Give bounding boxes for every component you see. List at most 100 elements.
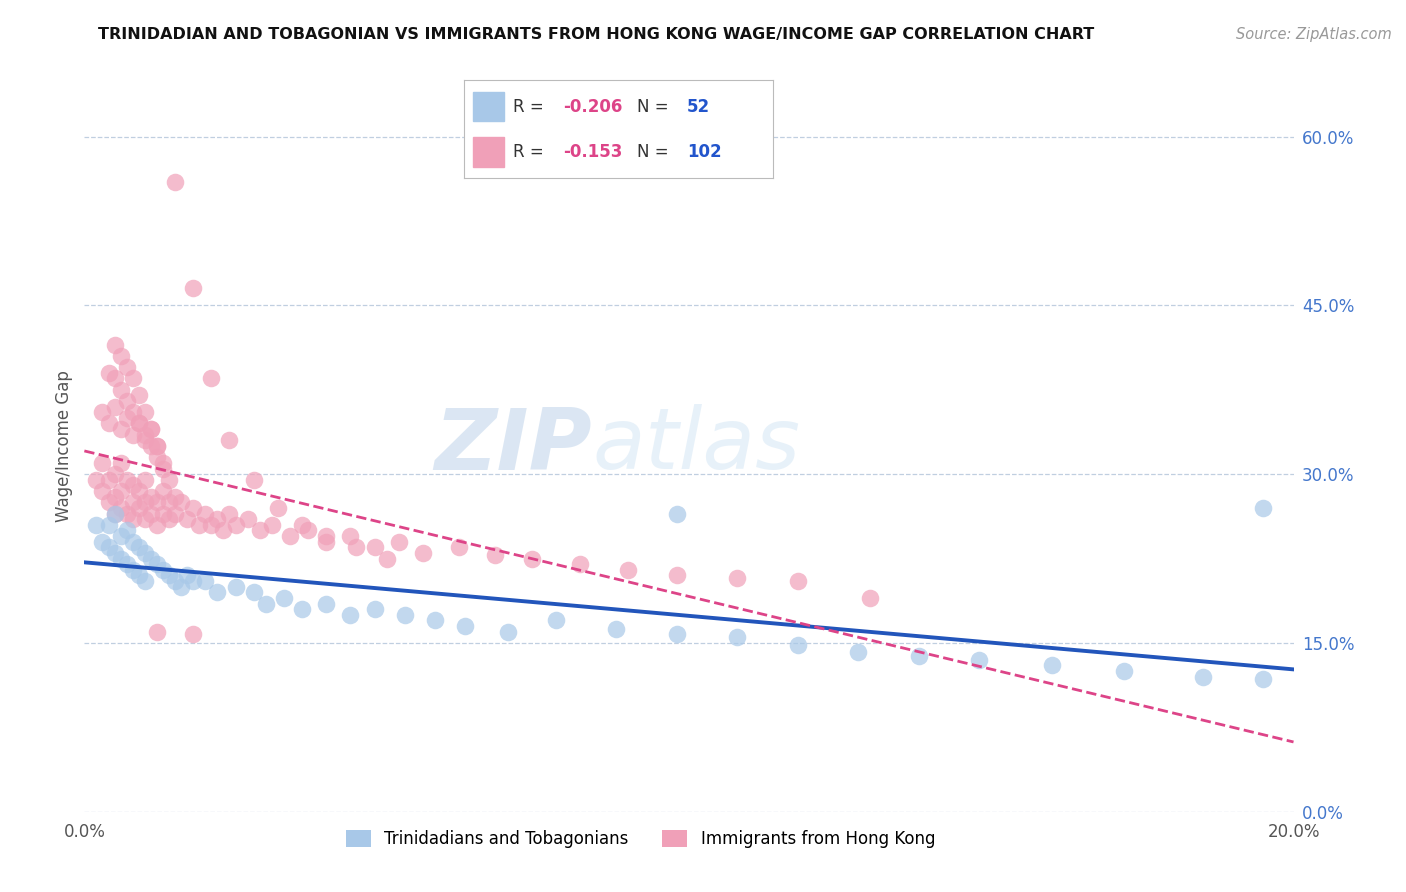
Point bbox=[121, 405, 143, 419]
Point bbox=[121, 512, 143, 526]
Point bbox=[339, 607, 361, 622]
Point bbox=[181, 627, 204, 641]
Point bbox=[249, 524, 271, 538]
Point bbox=[110, 551, 132, 566]
Point bbox=[91, 456, 114, 470]
Point bbox=[176, 568, 198, 582]
Point bbox=[139, 507, 162, 521]
Text: R =: R = bbox=[513, 143, 550, 161]
Point bbox=[134, 512, 156, 526]
Point bbox=[104, 546, 127, 560]
Point bbox=[188, 517, 211, 532]
Point bbox=[725, 630, 748, 644]
Point bbox=[315, 597, 337, 611]
Point bbox=[110, 483, 132, 498]
Point bbox=[134, 405, 156, 419]
Point bbox=[139, 422, 162, 436]
Point bbox=[665, 507, 688, 521]
Point bbox=[128, 388, 150, 402]
Point bbox=[104, 371, 127, 385]
Point bbox=[297, 524, 319, 538]
Point bbox=[110, 456, 132, 470]
Point bbox=[97, 541, 120, 555]
Point bbox=[1253, 500, 1275, 515]
Point bbox=[128, 417, 150, 431]
Point bbox=[176, 512, 198, 526]
Point bbox=[146, 439, 169, 453]
Point bbox=[128, 500, 150, 515]
Point bbox=[121, 478, 143, 492]
Point bbox=[152, 456, 174, 470]
Point bbox=[86, 473, 108, 487]
Point bbox=[218, 434, 240, 448]
Point bbox=[91, 405, 114, 419]
Text: N =: N = bbox=[637, 98, 673, 116]
Point bbox=[212, 524, 235, 538]
Legend: Trinidadians and Tobagonians, Immigrants from Hong Kong: Trinidadians and Tobagonians, Immigrants… bbox=[339, 823, 942, 855]
Point bbox=[273, 591, 295, 605]
Point bbox=[520, 551, 543, 566]
Point bbox=[134, 574, 156, 588]
Point bbox=[200, 517, 222, 532]
Point bbox=[104, 507, 127, 521]
Point bbox=[97, 495, 120, 509]
Point bbox=[363, 541, 385, 555]
Point bbox=[115, 410, 138, 425]
Point bbox=[110, 422, 132, 436]
Point bbox=[496, 624, 519, 639]
Point bbox=[1253, 672, 1275, 686]
Point bbox=[967, 653, 990, 667]
Point bbox=[569, 557, 592, 571]
Point bbox=[110, 500, 132, 515]
Point bbox=[139, 490, 162, 504]
Point bbox=[786, 574, 808, 588]
Point bbox=[128, 541, 150, 555]
Point bbox=[412, 546, 434, 560]
Point bbox=[194, 507, 217, 521]
Point bbox=[104, 400, 127, 414]
Point bbox=[121, 371, 143, 385]
Point bbox=[139, 422, 162, 436]
Point bbox=[375, 551, 398, 566]
Point bbox=[260, 517, 283, 532]
Point bbox=[134, 546, 156, 560]
Point bbox=[617, 563, 640, 577]
Point bbox=[134, 495, 156, 509]
Point bbox=[128, 568, 150, 582]
Point bbox=[157, 512, 180, 526]
Text: -0.206: -0.206 bbox=[562, 98, 623, 116]
Point bbox=[786, 638, 808, 652]
Text: N =: N = bbox=[637, 143, 673, 161]
Point bbox=[207, 585, 229, 599]
Point bbox=[115, 507, 138, 521]
Point bbox=[152, 483, 174, 498]
Point bbox=[544, 614, 567, 628]
Point bbox=[104, 490, 127, 504]
Point bbox=[121, 534, 143, 549]
Point bbox=[115, 524, 138, 538]
Point bbox=[242, 473, 264, 487]
Bar bbox=[474, 137, 505, 167]
Point bbox=[104, 337, 127, 351]
Point bbox=[134, 473, 156, 487]
Text: Source: ZipAtlas.com: Source: ZipAtlas.com bbox=[1236, 27, 1392, 42]
Point bbox=[846, 645, 869, 659]
Point bbox=[194, 574, 217, 588]
Point bbox=[165, 507, 187, 521]
Point bbox=[152, 507, 174, 521]
Point bbox=[346, 541, 368, 555]
Point bbox=[110, 383, 132, 397]
Point bbox=[97, 517, 120, 532]
Point bbox=[484, 548, 506, 562]
Point bbox=[128, 417, 150, 431]
Point bbox=[97, 366, 120, 380]
Point bbox=[225, 517, 247, 532]
Point bbox=[665, 627, 688, 641]
Point bbox=[146, 450, 169, 465]
Point bbox=[170, 580, 193, 594]
Point bbox=[1192, 670, 1215, 684]
Point bbox=[121, 427, 143, 442]
Point bbox=[218, 507, 240, 521]
Point bbox=[134, 434, 156, 448]
Point bbox=[157, 495, 180, 509]
